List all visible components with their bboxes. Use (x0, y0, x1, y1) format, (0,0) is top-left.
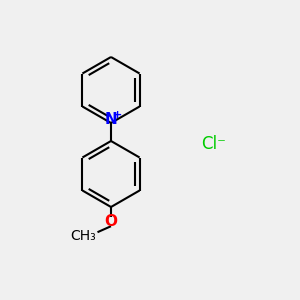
Text: +: + (112, 110, 122, 120)
Text: O: O (104, 214, 118, 229)
Text: CH₃: CH₃ (70, 229, 96, 243)
Text: N: N (105, 112, 117, 128)
Text: Cl⁻: Cl⁻ (201, 135, 226, 153)
